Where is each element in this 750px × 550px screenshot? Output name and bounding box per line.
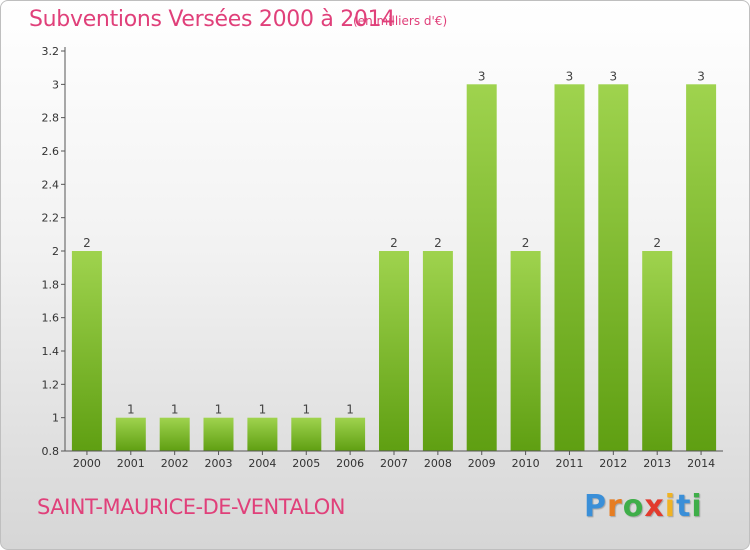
x-tick-label: 2004 bbox=[248, 457, 276, 470]
y-tick-label: 3 bbox=[52, 78, 59, 91]
data-label: 1 bbox=[171, 403, 179, 417]
x-tick-label: 2009 bbox=[468, 457, 496, 470]
x-tick-label: 2008 bbox=[424, 457, 452, 470]
chart-title: Subventions Versées 2000 à 2014 bbox=[29, 7, 396, 32]
y-tick-label: 1.8 bbox=[42, 278, 60, 291]
data-label: 2 bbox=[522, 236, 530, 250]
x-tick-label: 2014 bbox=[687, 457, 715, 470]
x-tick-label: 2011 bbox=[556, 457, 584, 470]
bar bbox=[466, 84, 497, 452]
data-label: 1 bbox=[259, 403, 267, 417]
bar bbox=[115, 417, 146, 451]
y-tick-label: 2.4 bbox=[42, 178, 60, 191]
logo-letter: o bbox=[622, 489, 645, 524]
data-label: 3 bbox=[609, 69, 617, 83]
logo-letter: x bbox=[644, 489, 665, 524]
data-label: 3 bbox=[566, 69, 574, 83]
bar bbox=[291, 417, 322, 451]
bar bbox=[247, 417, 278, 451]
y-tick-label: 1 bbox=[52, 412, 59, 425]
x-tick-label: 2012 bbox=[599, 457, 627, 470]
proxiti-logo[interactable]: Proxiti bbox=[584, 489, 703, 524]
data-label: 2 bbox=[390, 236, 398, 250]
y-tick-label: 1.4 bbox=[42, 345, 60, 358]
x-tick-label: 2001 bbox=[117, 457, 145, 470]
bar bbox=[510, 251, 541, 451]
commune-name: SAINT-MAURICE-DE-VENTALON bbox=[37, 495, 346, 519]
x-tick-label: 2003 bbox=[205, 457, 233, 470]
logo-letter: i bbox=[664, 489, 677, 524]
bar bbox=[642, 251, 673, 451]
y-tick-label: 2.6 bbox=[42, 145, 60, 158]
bar bbox=[422, 251, 453, 451]
logo-letter: i bbox=[691, 489, 703, 524]
data-label: 3 bbox=[697, 69, 705, 83]
bar bbox=[203, 417, 234, 451]
x-tick-label: 2006 bbox=[336, 457, 364, 470]
x-tick-label: 2002 bbox=[161, 457, 189, 470]
y-tick-label: 2.2 bbox=[42, 212, 60, 225]
bar-chart: 0.8 1 1.2 1.4 1.6 1.8 2 2.2 2.4 2.6 2.8 3 3.2 2000 200… bbox=[42, 45, 723, 470]
bar bbox=[686, 84, 717, 452]
x-tick-label: 2000 bbox=[73, 457, 101, 470]
logo-letter: r bbox=[607, 489, 623, 524]
data-label: 3 bbox=[478, 69, 486, 83]
bar bbox=[554, 84, 585, 452]
data-label: 2 bbox=[434, 236, 442, 250]
y-tick-label: 0.8 bbox=[42, 445, 60, 458]
logo-letter: P bbox=[584, 489, 607, 524]
data-label: 1 bbox=[302, 403, 310, 417]
bar bbox=[159, 417, 190, 451]
data-label: 2 bbox=[83, 236, 91, 250]
y-tick-label: 1.6 bbox=[42, 312, 60, 325]
bar bbox=[335, 417, 366, 451]
x-tick-label: 2013 bbox=[643, 457, 671, 470]
y-tick-label: 2 bbox=[52, 245, 59, 258]
data-label: 1 bbox=[127, 403, 135, 417]
data-label: 1 bbox=[346, 403, 354, 417]
x-tick-label: 2010 bbox=[512, 457, 540, 470]
x-tick-label: 2005 bbox=[292, 457, 320, 470]
y-tick-label: 1.2 bbox=[42, 378, 60, 391]
logo-letter: t bbox=[676, 489, 692, 524]
bar bbox=[598, 84, 629, 452]
data-label: 1 bbox=[215, 403, 223, 417]
chart-subtitle: (en milliers d'€) bbox=[353, 14, 448, 28]
y-tick-label: 3.2 bbox=[42, 45, 60, 58]
x-tick-label: 2007 bbox=[380, 457, 408, 470]
y-tick-label: 2.8 bbox=[42, 112, 60, 125]
bar bbox=[71, 251, 102, 451]
data-label: 2 bbox=[653, 236, 661, 250]
bar bbox=[379, 251, 409, 451]
